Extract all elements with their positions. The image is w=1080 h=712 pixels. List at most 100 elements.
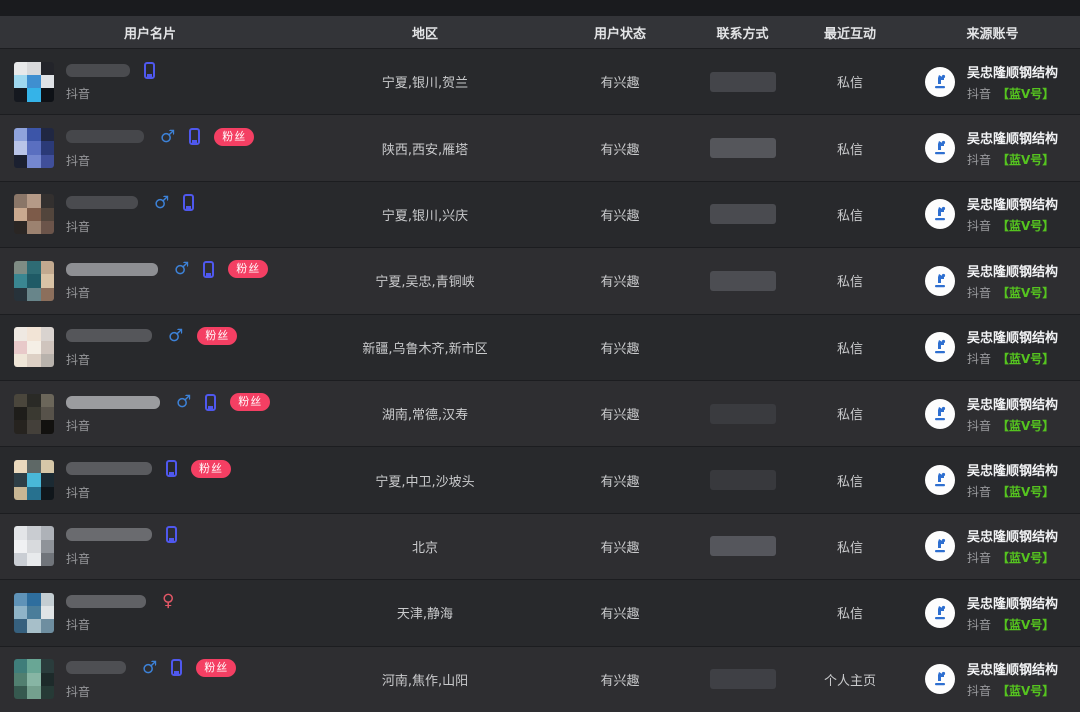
username-blurred	[66, 262, 158, 276]
table-body: ♂ ♀ 粉丝 抖音 宁夏,银川,贺兰 有兴趣 私信	[0, 48, 1080, 712]
source-account-cell: 吴忠隆顺钢结构 抖音 【蓝V号】	[905, 327, 1080, 367]
platform-label: 抖音	[66, 153, 91, 168]
interaction-cell: 私信	[836, 474, 863, 490]
user-avatar	[14, 592, 54, 633]
table-row[interactable]: ♂ ♀ 粉丝 抖音 宁夏,银川,兴庆 有兴趣 私信	[0, 180, 1080, 248]
table-row[interactable]: ♂ ♀ 粉丝 抖音 宁夏,中卫,沙坡头 有兴趣 私信	[0, 446, 1080, 513]
platform-label: 抖音	[66, 219, 91, 234]
source-account-logo-icon	[925, 398, 955, 429]
table-row[interactable]: ♂ ♀ 粉丝 抖音 新疆,乌鲁木齐,新市区 有兴趣 私信	[0, 313, 1080, 380]
phone-icon	[171, 659, 183, 677]
contact-cell	[690, 204, 795, 225]
table-row[interactable]: ♂ ♀ 粉丝 抖音 陕西,西安,雁塔 有兴趣 私信	[0, 114, 1080, 181]
contact-cell	[690, 270, 795, 291]
male-icon: ♂	[168, 326, 184, 346]
contact-blurred	[709, 138, 776, 159]
source-account-cell: 吴忠隆顺钢结构 抖音 【蓝V号】	[905, 194, 1080, 234]
blue-v-badge: 【蓝V号】	[997, 352, 1055, 367]
table-row[interactable]: ♂ ♀ 粉丝 抖音 宁夏,银川,贺兰 有兴趣 私信	[0, 48, 1080, 115]
source-account-name: 吴忠隆顺钢结构	[967, 264, 1059, 280]
interaction-cell: 私信	[836, 607, 863, 623]
source-account-cell: 吴忠隆顺钢结构 抖音 【蓝V号】	[905, 593, 1080, 633]
user-avatar	[14, 393, 54, 434]
interaction-cell: 私信	[836, 76, 863, 92]
interaction-cell: 私信	[836, 275, 863, 291]
source-account-cell: 吴忠隆顺钢结构 抖音 【蓝V号】	[905, 526, 1080, 566]
contact-cell	[690, 536, 795, 557]
blue-v-badge: 【蓝V号】	[997, 551, 1055, 566]
source-account-logo-icon	[925, 465, 955, 496]
table-row[interactable]: ♂ ♀ 粉丝 抖音 湖南,常德,汉寿 有兴趣 私信	[0, 379, 1080, 447]
user-card-cell: ♂ ♀ 粉丝 抖音	[0, 592, 300, 633]
contact-blurred	[709, 536, 776, 557]
platform-label: 抖音	[66, 419, 91, 434]
phone-icon	[144, 61, 155, 79]
contact-blurred	[709, 470, 776, 491]
table-row[interactable]: ♂ ♀ 粉丝 抖音 宁夏,吴忠,青铜峡 有兴趣 私信	[0, 247, 1080, 314]
source-platform-label: 抖音	[967, 285, 992, 300]
username-blurred	[66, 329, 152, 343]
phone-icon	[166, 526, 177, 544]
interaction-cell: 私信	[836, 540, 863, 556]
male-icon: ♂	[142, 658, 158, 678]
username-blurred	[66, 395, 160, 409]
user-avatar	[14, 194, 54, 235]
phone-icon	[205, 393, 217, 411]
user-status-cell: 有兴趣	[600, 341, 640, 357]
column-header-user-card: 用户名片	[123, 26, 176, 42]
username-blurred	[66, 528, 152, 542]
platform-label: 抖音	[66, 352, 91, 367]
platform-label: 抖音	[66, 286, 91, 301]
username-blurred	[66, 594, 146, 608]
source-platform-label: 抖音	[967, 219, 992, 234]
fan-badge: 粉丝	[230, 393, 271, 412]
fan-badge: 粉丝	[191, 459, 231, 478]
column-header-interaction: 最近互动	[823, 26, 876, 42]
source-account-cell: 吴忠隆顺钢结构 抖音 【蓝V号】	[905, 62, 1080, 102]
user-card-cell: ♂ ♀ 粉丝 抖音	[0, 194, 300, 235]
male-icon: ♂	[176, 393, 192, 413]
blue-v-badge: 【蓝V号】	[997, 86, 1055, 101]
male-icon: ♂	[160, 127, 176, 147]
region-cell: 宁夏,银川,贺兰	[381, 76, 469, 92]
source-account-name: 吴忠隆顺钢结构	[967, 132, 1059, 148]
user-status-cell: 有兴趣	[600, 208, 640, 224]
table-row[interactable]: ♂ ♀ 粉丝 抖音 河南,焦作,山阳 有兴趣 个人主页	[0, 645, 1080, 712]
user-card-cell: ♂ ♀ 粉丝 抖音	[0, 658, 300, 700]
platform-label: 抖音	[66, 618, 91, 633]
source-account-cell: 吴忠隆顺钢结构 抖音 【蓝V号】	[905, 394, 1080, 434]
contact-cell	[690, 470, 795, 491]
phone-icon	[189, 128, 201, 146]
column-header-region: 地区	[411, 26, 438, 42]
user-status-cell: 有兴趣	[600, 607, 640, 623]
user-card-cell: ♂ ♀ 粉丝 抖音	[0, 260, 300, 301]
source-account-logo-icon	[925, 531, 955, 562]
phone-icon	[203, 260, 215, 278]
user-avatar	[14, 659, 54, 700]
contact-cell	[690, 669, 795, 690]
source-platform-label: 抖音	[967, 153, 992, 168]
source-platform-label: 抖音	[967, 617, 992, 632]
region-cell: 天津,静海	[396, 607, 454, 623]
source-account-name: 吴忠隆顺钢结构	[967, 198, 1059, 214]
source-account-name: 吴忠隆顺钢结构	[967, 663, 1059, 679]
user-avatar	[14, 526, 54, 567]
user-status-cell: 有兴趣	[600, 408, 640, 424]
top-strip	[0, 0, 1080, 16]
table-row[interactable]: ♂ ♀ 粉丝 抖音 天津,静海 有兴趣 私信	[0, 579, 1080, 646]
table-header: 用户名片 地区 用户状态 联系方式 最近互动 来源账号	[0, 16, 1080, 48]
contact-blurred	[709, 204, 776, 225]
source-account-name: 吴忠隆顺钢结构	[967, 331, 1059, 347]
region-cell: 河南,焦作,山阳	[381, 673, 469, 689]
source-platform-label: 抖音	[967, 352, 992, 367]
phone-icon	[183, 194, 195, 212]
platform-label: 抖音	[66, 87, 91, 102]
user-card-cell: ♂ ♀ 粉丝 抖音	[0, 393, 300, 434]
source-account-logo-icon	[925, 265, 955, 296]
source-account-logo-icon	[925, 66, 955, 97]
user-status-cell: 有兴趣	[600, 142, 640, 158]
contact-cell	[690, 138, 795, 159]
column-header-source-account: 来源账号	[966, 26, 1019, 42]
interaction-cell: 私信	[836, 208, 863, 224]
table-row[interactable]: ♂ ♀ 粉丝 抖音 北京 有兴趣 私信 吴忠	[0, 512, 1080, 580]
